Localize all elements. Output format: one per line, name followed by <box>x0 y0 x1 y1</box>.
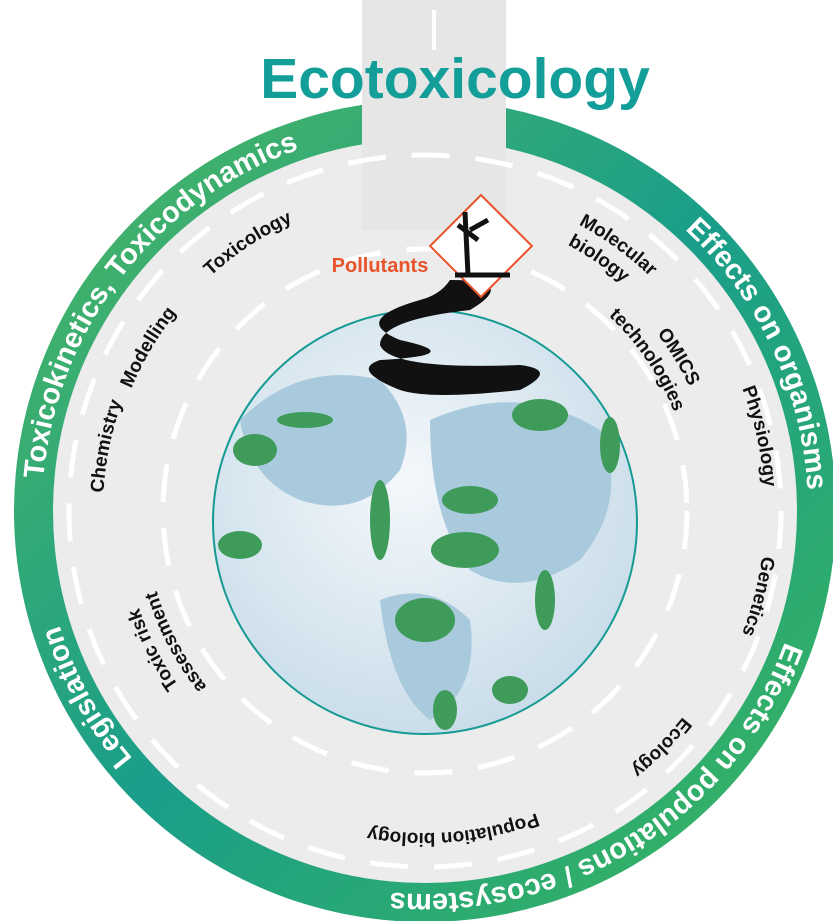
title: Ecotoxicology <box>260 47 650 111</box>
pollutant-label: Pollutants <box>332 255 429 277</box>
page: {"title": "Ecotoxicology", "outer_ring":… <box>0 0 833 921</box>
diagram: Pollutants Ecotoxicology Toxicokinetics,… <box>0 0 833 921</box>
